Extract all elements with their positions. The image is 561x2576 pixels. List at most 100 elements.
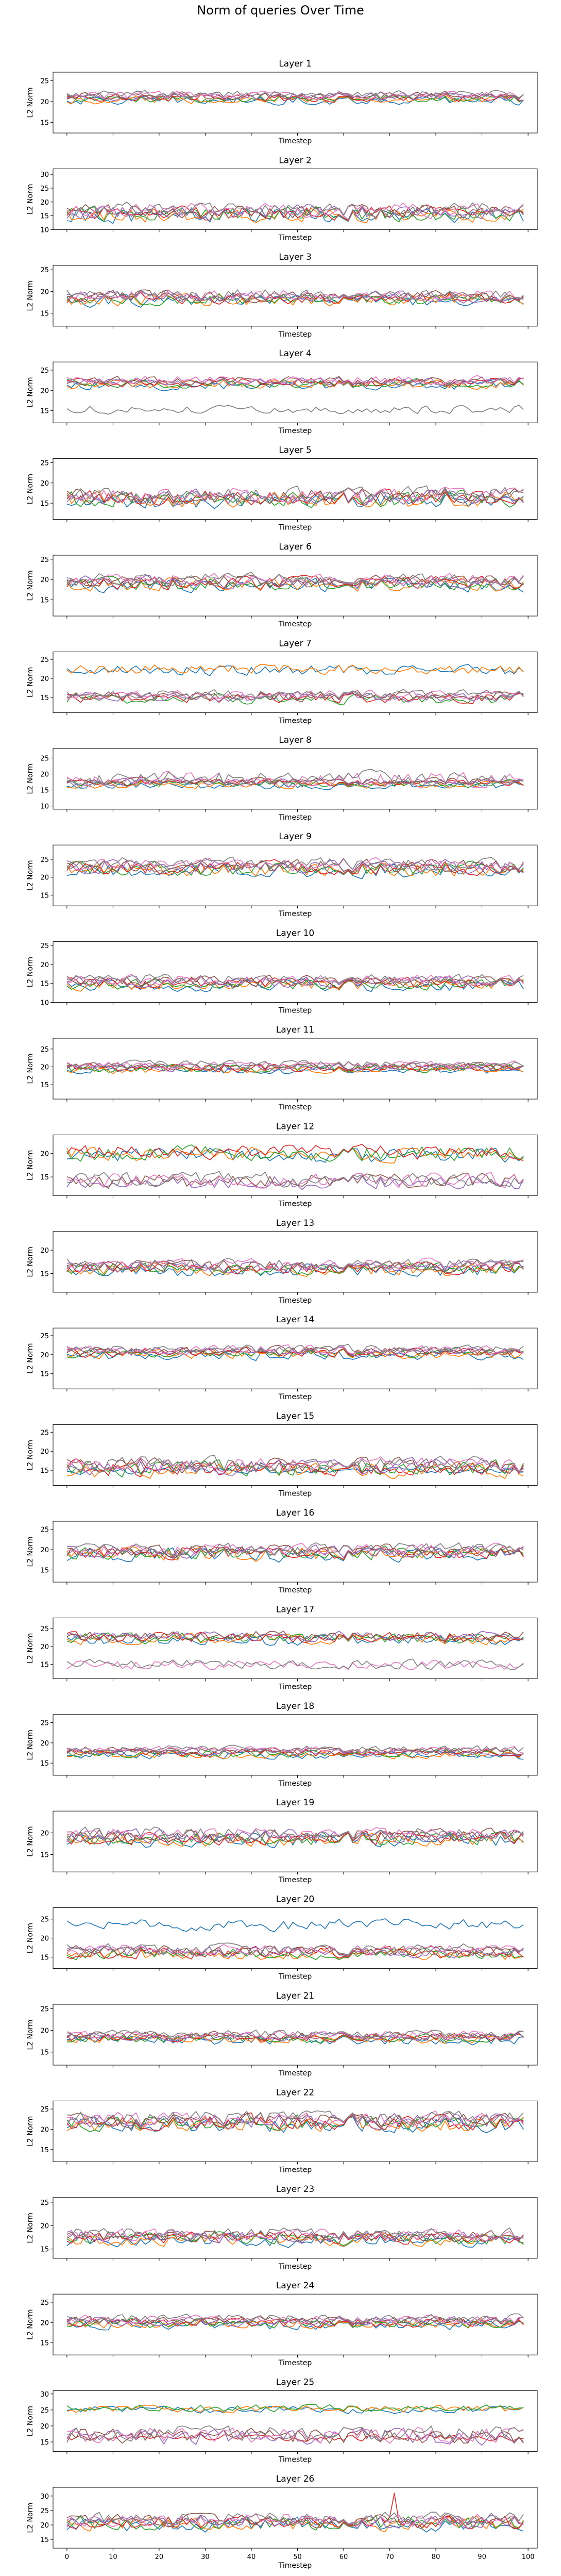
series-line-8 bbox=[66, 1059, 524, 1069]
series-line-8 bbox=[66, 1744, 524, 1753]
x-tick-label: 30 bbox=[201, 2553, 210, 2561]
y-tick-label: 20 bbox=[40, 874, 49, 882]
subplot-layer-8: Layer 8 10 15 20 25 L2 Norm Timestep bbox=[26, 735, 538, 822]
series-line-7 bbox=[66, 2110, 524, 2128]
subplot-title: Layer 18 bbox=[276, 1701, 314, 1711]
series-line-4 bbox=[66, 2316, 524, 2328]
series-line-4 bbox=[66, 1260, 524, 1275]
series-line-8 bbox=[66, 2313, 524, 2324]
series-line-6 bbox=[66, 289, 524, 303]
figure-title: Norm of queries Over Time bbox=[197, 3, 364, 18]
series-line-6 bbox=[66, 376, 524, 386]
subplot-layer-9: Layer 9 15 20 25 L2 Norm Timestep bbox=[26, 832, 538, 918]
series-line-5 bbox=[66, 290, 524, 304]
y-tick-label: 25 bbox=[40, 185, 49, 193]
series-line-8 bbox=[66, 2425, 524, 2442]
plot-frame bbox=[53, 2487, 538, 2549]
series-line-3 bbox=[66, 2033, 524, 2044]
y-tick-label: 25 bbox=[40, 656, 49, 664]
series-line-7 bbox=[66, 2427, 524, 2444]
series-line-1 bbox=[66, 95, 524, 106]
y-tick-label: 15 bbox=[40, 1467, 49, 1475]
series-line-6 bbox=[66, 2112, 524, 2129]
y-tick-label: 20 bbox=[40, 1547, 49, 1554]
y-tick-label: 10 bbox=[40, 226, 49, 234]
series-line-7 bbox=[66, 1827, 524, 1840]
y-tick-label: 15 bbox=[40, 1371, 49, 1378]
series-line-7 bbox=[66, 1172, 524, 1189]
series-line-2 bbox=[66, 1065, 524, 1074]
x-tick-label: 40 bbox=[247, 2553, 256, 2561]
series-line-7 bbox=[66, 1060, 524, 1070]
series-line-6 bbox=[66, 574, 524, 588]
series-line-5 bbox=[66, 1631, 524, 1642]
y-tick-label: 25 bbox=[40, 556, 49, 564]
plot-frame bbox=[53, 941, 538, 1003]
series-line-8 bbox=[66, 1942, 524, 1956]
subplot-title: Layer 11 bbox=[276, 1025, 314, 1035]
series-line-7 bbox=[66, 771, 524, 789]
series-line-3 bbox=[66, 1144, 524, 1162]
y-tick-label: 20 bbox=[40, 2222, 49, 2230]
subplot-title: Layer 23 bbox=[276, 2184, 314, 2195]
y-axis-label: L2 Norm bbox=[26, 957, 35, 987]
y-axis-label: L2 Norm bbox=[26, 1343, 35, 1374]
x-axis-label: Timestep bbox=[278, 524, 312, 532]
series-line-3 bbox=[66, 293, 524, 306]
subplot-layer-6: Layer 6 15 20 25 L2 Norm Timestep bbox=[26, 542, 538, 628]
series-line-7 bbox=[66, 1257, 524, 1272]
plot-frame bbox=[53, 651, 538, 713]
subplot-title: Layer 3 bbox=[279, 252, 312, 262]
series-line-6 bbox=[66, 2030, 524, 2041]
series-line-8 bbox=[66, 404, 524, 415]
y-tick-label: 15 bbox=[40, 1851, 49, 1859]
subplot-title: Layer 19 bbox=[276, 1798, 314, 1808]
subplot-title: Layer 17 bbox=[276, 1604, 314, 1615]
series-line-4 bbox=[66, 93, 524, 103]
subplot-title: Layer 26 bbox=[276, 2474, 314, 2484]
x-axis-label: Timestep bbox=[278, 1490, 312, 1498]
y-tick-label: 25 bbox=[40, 755, 49, 762]
series-line-7 bbox=[66, 202, 524, 219]
y-tick-label: 20 bbox=[40, 2027, 49, 2035]
y-tick-label: 20 bbox=[40, 961, 49, 969]
y-tick-label: 20 bbox=[40, 1352, 49, 1359]
plot-frame bbox=[53, 1617, 538, 1679]
plot-frame bbox=[53, 265, 538, 327]
series-line-6 bbox=[66, 1259, 524, 1273]
x-tick-label: 100 bbox=[522, 2553, 535, 2561]
y-axis-label: L2 Norm bbox=[26, 1247, 35, 1277]
y-tick-label: 20 bbox=[40, 98, 49, 106]
plot-frame bbox=[53, 1134, 538, 1196]
x-axis-label: Timestep bbox=[278, 2166, 312, 2174]
series-line-6 bbox=[66, 91, 524, 101]
series-line-7 bbox=[66, 1659, 524, 1670]
series-line-6 bbox=[66, 1456, 524, 1475]
plot-frame bbox=[53, 1327, 538, 1389]
series-line-1 bbox=[66, 1065, 524, 1074]
y-axis-label: L2 Norm bbox=[26, 667, 35, 697]
series-line-8 bbox=[66, 689, 524, 700]
y-tick-label: 15 bbox=[40, 1661, 49, 1669]
series-line-8 bbox=[66, 2030, 524, 2038]
series-line-4 bbox=[66, 1458, 524, 1477]
series-line-7 bbox=[66, 974, 524, 987]
series-line-8 bbox=[66, 202, 524, 218]
subplot-title: Layer 16 bbox=[276, 1508, 314, 1518]
series-line-7 bbox=[66, 375, 524, 385]
y-axis-label: L2 Norm bbox=[26, 763, 35, 794]
plot-frame bbox=[53, 2100, 538, 2162]
y-tick-label: 15 bbox=[40, 2049, 49, 2057]
y-axis-label: L2 Norm bbox=[26, 1826, 35, 1857]
subplot-title: Layer 14 bbox=[276, 1315, 314, 1325]
y-tick-label: 20 bbox=[40, 2126, 49, 2134]
series-line-8 bbox=[66, 1826, 524, 1842]
y-tick-label: 15 bbox=[40, 1954, 49, 1962]
x-axis-label: Timestep bbox=[278, 1780, 312, 1788]
x-tick-label: 50 bbox=[293, 2553, 302, 2561]
series-line-7 bbox=[66, 1344, 524, 1355]
y-tick-label: 20 bbox=[40, 1064, 49, 1072]
subplot-layer-20: Layer 20 15 20 25 L2 Norm Timestep bbox=[26, 1894, 538, 1981]
series-line-5 bbox=[66, 1347, 524, 1357]
series-line-4 bbox=[66, 859, 524, 876]
